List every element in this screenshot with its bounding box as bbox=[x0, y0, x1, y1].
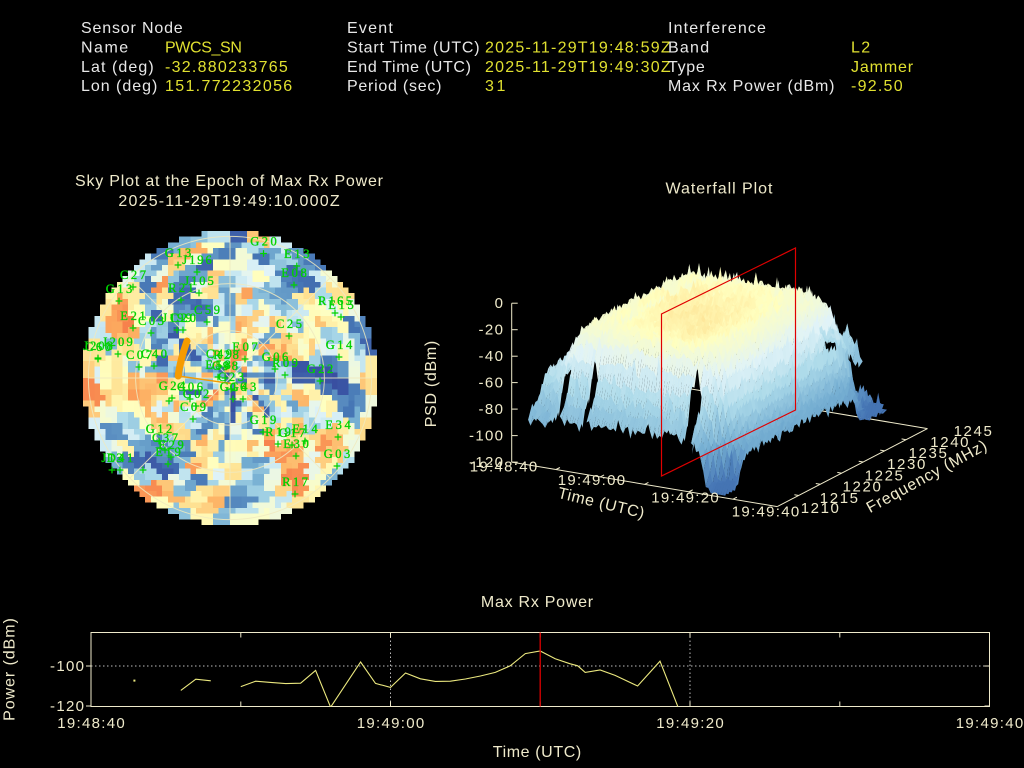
svg-text:J196: J196 bbox=[182, 253, 211, 267]
svg-text:R17: R17 bbox=[282, 475, 308, 489]
svg-text:C06: C06 bbox=[177, 380, 203, 394]
svg-text:G22: G22 bbox=[307, 362, 333, 376]
svg-text:Lat (deg): Lat (deg) bbox=[81, 59, 154, 76]
svg-text:19:49:40: 19:49:40 bbox=[732, 503, 799, 520]
svg-text:Time (UTC): Time (UTC) bbox=[493, 744, 581, 761]
svg-text:L2: L2 bbox=[851, 39, 870, 56]
svg-text:R09: R09 bbox=[272, 356, 298, 370]
svg-text:G19: G19 bbox=[250, 413, 276, 427]
svg-text:C98: C98 bbox=[212, 359, 238, 373]
svg-text:E14: E14 bbox=[292, 422, 318, 436]
svg-text:-80: -80 bbox=[479, 401, 504, 418]
svg-text:E21: E21 bbox=[120, 309, 146, 323]
svg-text:Max Rx Power: Max Rx Power bbox=[481, 594, 594, 611]
svg-text:Name: Name bbox=[81, 39, 128, 56]
svg-text:19:49:00: 19:49:00 bbox=[558, 472, 625, 489]
svg-text:C09: C09 bbox=[180, 400, 206, 414]
svg-text:R28: R28 bbox=[213, 348, 239, 362]
svg-text:19:48:40: 19:48:40 bbox=[57, 715, 124, 732]
svg-text:C03: C03 bbox=[138, 314, 164, 328]
svg-text:R19: R19 bbox=[265, 425, 291, 439]
svg-text:Start Time (UTC): Start Time (UTC) bbox=[347, 39, 480, 56]
svg-text:C60: C60 bbox=[85, 340, 111, 354]
svg-text:C40: C40 bbox=[141, 347, 167, 361]
svg-text:G43: G43 bbox=[230, 380, 256, 394]
svg-text:PWCS_SN: PWCS_SN bbox=[165, 39, 242, 56]
svg-text:19:49:20: 19:49:20 bbox=[651, 490, 718, 507]
svg-text:Max Rx Power (dBm): Max Rx Power (dBm) bbox=[668, 78, 835, 95]
svg-text:Jammer: Jammer bbox=[851, 59, 914, 76]
svg-text:19:49:40: 19:49:40 bbox=[956, 715, 1023, 732]
svg-text:Waterfall Plot: Waterfall Plot bbox=[666, 181, 773, 198]
svg-text:E15: E15 bbox=[328, 298, 354, 312]
svg-text:G06: G06 bbox=[262, 350, 288, 364]
svg-text:Band: Band bbox=[668, 39, 709, 56]
svg-text:R21: R21 bbox=[168, 281, 194, 295]
svg-text:E08: E08 bbox=[281, 266, 307, 280]
svg-text:G20: G20 bbox=[250, 235, 276, 249]
svg-text:E19: E19 bbox=[155, 445, 181, 459]
svg-text:G13: G13 bbox=[165, 246, 191, 260]
svg-text:C59: C59 bbox=[194, 303, 220, 317]
svg-text:End Time (UTC): End Time (UTC) bbox=[347, 59, 471, 76]
svg-text:G13: G13 bbox=[106, 282, 132, 296]
svg-text:PSD (dBm): PSD (dBm) bbox=[423, 341, 440, 427]
svg-text:-100: -100 bbox=[469, 428, 503, 445]
svg-text:0: 0 bbox=[495, 295, 503, 312]
svg-text:-100: -100 bbox=[50, 658, 84, 675]
svg-text:Type: Type bbox=[668, 59, 705, 76]
svg-text:E34: E34 bbox=[325, 418, 351, 432]
svg-text:19:49:00: 19:49:00 bbox=[357, 715, 424, 732]
svg-text:Period (sec): Period (sec) bbox=[347, 78, 441, 95]
svg-text:Event: Event bbox=[347, 20, 393, 37]
svg-text:G17: G17 bbox=[279, 426, 305, 440]
svg-text:Sky Plot at the Epoch of Max R: Sky Plot at the Epoch of Max Rx Power bbox=[75, 173, 384, 190]
svg-text:C07: C07 bbox=[126, 348, 152, 362]
svg-text:151.772232056: 151.772232056 bbox=[165, 78, 292, 95]
svg-text:2025-11-29T19:49:30Z: 2025-11-29T19:49:30Z bbox=[485, 59, 671, 76]
svg-text:G12: G12 bbox=[146, 422, 172, 436]
svg-text:E07: E07 bbox=[232, 340, 258, 354]
svg-text:-32.880233765: -32.880233765 bbox=[165, 59, 288, 76]
svg-text:E58: E58 bbox=[205, 358, 231, 372]
svg-text:Sensor Node: Sensor Node bbox=[81, 20, 183, 37]
svg-text:Interference: Interference bbox=[668, 20, 766, 37]
svg-text:-120: -120 bbox=[469, 454, 503, 471]
svg-text:-120: -120 bbox=[50, 698, 84, 715]
svg-text:2025-11-29T19:49:10.000Z: 2025-11-29T19:49:10.000Z bbox=[118, 193, 339, 210]
svg-text:G14: G14 bbox=[326, 338, 353, 352]
svg-text:C25: C25 bbox=[276, 317, 302, 331]
svg-text:19:49:20: 19:49:20 bbox=[656, 715, 723, 732]
svg-text:Power (dBm): Power (dBm) bbox=[2, 618, 19, 721]
svg-text:E13: E13 bbox=[284, 247, 310, 261]
svg-text:2025-11-29T19:48:59Z: 2025-11-29T19:48:59Z bbox=[485, 39, 671, 56]
svg-text:-20: -20 bbox=[479, 322, 504, 339]
svg-text:19:48:40: 19:48:40 bbox=[470, 458, 537, 475]
svg-text:1245: 1245 bbox=[954, 423, 992, 440]
svg-text:C20: C20 bbox=[170, 311, 196, 325]
svg-text:C27: C27 bbox=[120, 268, 146, 282]
svg-text:-40: -40 bbox=[479, 348, 504, 365]
svg-text:D41: D41 bbox=[107, 451, 133, 465]
svg-text:G16: G16 bbox=[220, 380, 246, 394]
svg-text:-60: -60 bbox=[479, 375, 504, 392]
svg-text:G03: G03 bbox=[324, 447, 350, 461]
svg-text:C49: C49 bbox=[206, 347, 232, 361]
svg-text:G24: G24 bbox=[159, 379, 186, 393]
svg-text:Lon (deg): Lon (deg) bbox=[81, 78, 157, 95]
